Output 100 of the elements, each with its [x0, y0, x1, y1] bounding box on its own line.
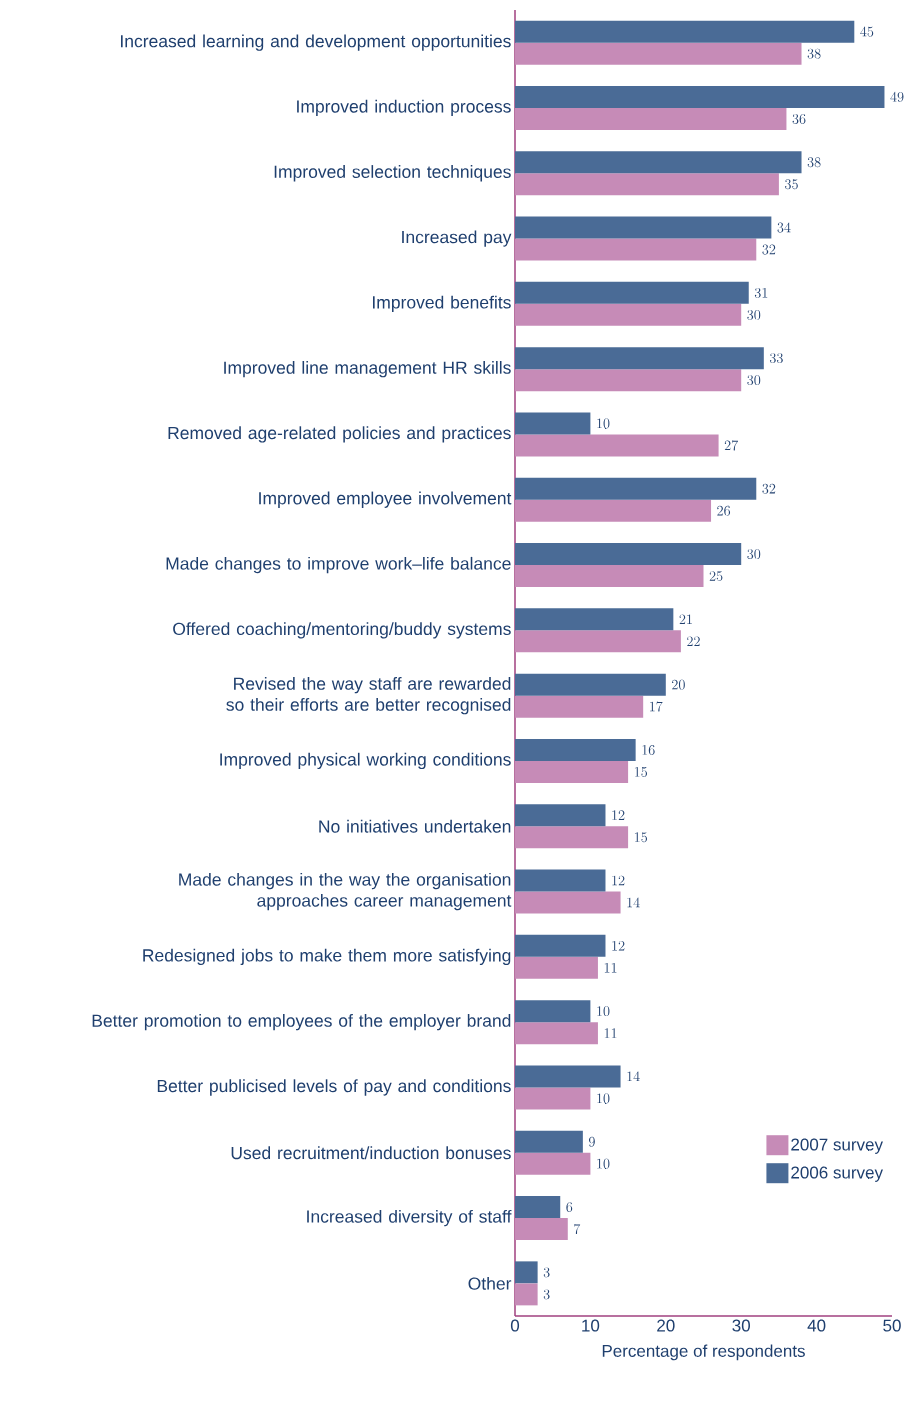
y-tick-label: Other	[468, 1276, 512, 1290]
y-tick-label: Better promotion to employees of the employer brand	[92, 1014, 511, 1031]
data-label: 30	[747, 309, 761, 320]
bar	[515, 281, 749, 304]
bar	[515, 608, 674, 631]
bar	[515, 173, 779, 196]
data-label: 22	[687, 636, 700, 646]
data-label: 14	[627, 1071, 640, 1082]
bar	[515, 1261, 538, 1284]
y-tick-label: Removed age-related policies and practices	[168, 426, 511, 443]
bar	[515, 891, 621, 914]
data-label: 12	[612, 810, 625, 820]
y-tick-label: Improved employee involvement	[259, 491, 512, 508]
bar	[515, 956, 598, 979]
data-label: 11	[604, 1028, 617, 1038]
bar	[515, 804, 606, 827]
data-label: 3	[543, 1267, 550, 1278]
data-label: 10	[597, 418, 610, 429]
data-label: 27	[724, 440, 738, 451]
bar	[515, 42, 802, 65]
data-label: 11	[604, 962, 617, 973]
y-tick-label: Made changes to improve work–life balance	[166, 556, 511, 574]
data-label: 30	[747, 375, 761, 386]
data-label: 36	[792, 114, 806, 124]
bar	[515, 238, 757, 261]
data-label: 25	[709, 571, 723, 581]
y-tick-label: Increased pay	[402, 230, 512, 247]
bar	[515, 1022, 598, 1045]
data-label: 9	[588, 1136, 595, 1147]
bar	[515, 216, 772, 239]
y-tick-label: Improved benefits	[373, 295, 511, 313]
data-label: 10	[597, 1158, 610, 1169]
data-label: 32	[762, 483, 776, 494]
y-tick-label: Improved line management HR skills	[224, 360, 511, 378]
bar	[515, 630, 681, 653]
data-label: 31	[754, 287, 768, 298]
x-axis-title: Percentage of respondents	[602, 1344, 805, 1361]
bar	[515, 1283, 538, 1306]
data-label: 32	[762, 244, 776, 255]
data-label: 7	[574, 1223, 581, 1234]
data-label: 3	[543, 1289, 550, 1300]
bar	[515, 673, 666, 696]
bar	[515, 738, 636, 761]
data-label: 16	[642, 745, 655, 755]
bar	[515, 477, 757, 500]
x-tick-label: 30	[732, 1319, 750, 1332]
data-label: 10	[597, 1093, 610, 1104]
y-tick-label: Increased diversity of staff	[307, 1209, 512, 1227]
y-tick-label: Improved induction process	[297, 99, 511, 117]
x-tick-label: 0	[510, 1319, 520, 1332]
data-label: 12	[612, 875, 625, 886]
bar	[515, 303, 742, 326]
data-label: 30	[747, 549, 761, 559]
y-tick-label: Increased learning and development opportunities	[121, 34, 511, 51]
y-tick-label: Improved physical working conditions	[220, 752, 511, 770]
data-label: 38	[807, 48, 821, 59]
data-label: 6	[566, 1202, 573, 1212]
data-label: 15	[634, 767, 648, 777]
bar	[515, 85, 885, 108]
bar	[515, 20, 855, 43]
bar	[515, 869, 606, 892]
bar	[515, 543, 742, 566]
y-tick-label: Better publicised levels of pay and conditions	[157, 1079, 511, 1096]
data-label: 20	[672, 679, 685, 690]
data-label: 17	[650, 701, 663, 712]
bar	[515, 1000, 591, 1023]
bar	[515, 347, 764, 370]
bar	[515, 760, 629, 783]
bar	[515, 412, 591, 435]
data-label: 10	[597, 1006, 610, 1017]
bar	[515, 1196, 561, 1219]
x-tick-label: 50	[883, 1319, 901, 1332]
y-tick-label: Redesigned jobs to make them more satisfying	[143, 948, 511, 966]
data-label: 49	[890, 91, 904, 102]
y-tick-label: Offered coaching/mentoring/buddy systems	[173, 622, 511, 639]
data-label: 33	[769, 353, 783, 364]
data-label: 21	[679, 614, 692, 624]
legend-label: 2007 survey	[791, 1138, 883, 1154]
bar	[515, 434, 719, 457]
data-label: 26	[717, 505, 731, 516]
x-tick-label: 40	[807, 1319, 826, 1332]
y-tick-label: No initiatives undertaken	[319, 819, 511, 833]
legend-label: 2006 survey	[791, 1166, 883, 1182]
bar	[515, 695, 644, 718]
y-tick-label: Improved selection techniques	[274, 165, 511, 182]
bar	[515, 1152, 591, 1175]
y-tick-label: Revised the way staff are rewarded so their efforts are better recognised	[226, 676, 511, 715]
bar	[515, 1218, 568, 1241]
bar	[515, 826, 629, 849]
data-label: 45	[860, 26, 874, 37]
bar	[515, 1087, 591, 1110]
bar	[515, 1130, 583, 1153]
data-label: 35	[785, 179, 798, 190]
bar	[515, 499, 712, 522]
x-tick-label: 10	[582, 1319, 600, 1332]
y-tick-label: Made changes in the way the organisation approaches career management	[179, 872, 512, 911]
data-label: 38	[807, 157, 821, 168]
bar	[515, 151, 802, 174]
bar	[515, 369, 742, 392]
data-label: 12	[612, 940, 625, 951]
